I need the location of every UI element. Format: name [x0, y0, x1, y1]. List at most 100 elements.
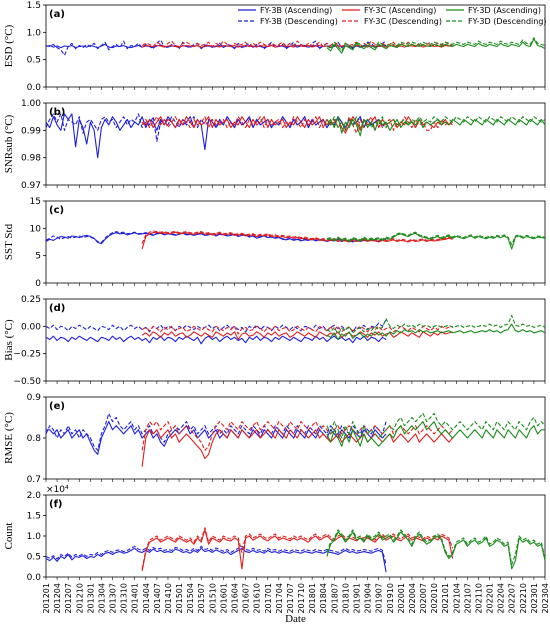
x-tick-label: 202004: [408, 583, 417, 614]
series-line: [45, 547, 387, 573]
y-axis-label: Bias (°C): [3, 319, 15, 361]
y-tick-label: 0.5: [27, 56, 41, 66]
x-tick-label: 202207: [508, 583, 517, 614]
x-tick-label: 202101: [441, 583, 450, 614]
x-tick-label: 201604: [231, 583, 240, 614]
y-tick-label: 15: [30, 197, 41, 207]
series-line: [141, 231, 453, 250]
x-tick-label: 202204: [497, 583, 506, 614]
plot-frame: [45, 494, 546, 578]
y-tick-label: 0.8: [27, 434, 42, 444]
y-multiplier: ×10⁴: [46, 485, 69, 495]
legend-label: FY-3D (Descending): [468, 17, 547, 26]
series-line: [326, 529, 546, 566]
legend-label: FY-3B (Ascending): [260, 6, 332, 15]
y-tick-label: 0.98: [21, 154, 41, 164]
panel-f: 0.0 0.5 1.0 1.5 2.0 (f) Count ×10⁴: [3, 485, 546, 583]
y-tick-label: 0.00: [21, 322, 41, 332]
panel-label: (a): [49, 9, 65, 20]
series-line: [326, 232, 546, 250]
series-line: [326, 231, 546, 246]
x-tick-label: 201904: [364, 583, 373, 614]
y-axis-label: SNRsub (°C): [3, 114, 15, 173]
x-axis-label: Date: [285, 613, 306, 625]
x-tick-label: 202104: [452, 583, 461, 614]
x-tick-label: 201304: [97, 583, 106, 614]
x-tick-label: 201510: [208, 583, 217, 614]
x-tick-label: 202201: [486, 583, 495, 614]
y-tick-label: 0.0: [27, 573, 42, 583]
panel-label: (e): [49, 401, 65, 412]
x-tick-label: 201610: [253, 583, 262, 614]
y-tick-label: 10: [30, 224, 42, 234]
panel-label: (c): [49, 205, 64, 216]
series-line: [141, 331, 453, 341]
panel-a: 0.0 0.5 1.0 1.5 (a) ESD (°C): [3, 1, 546, 93]
legend-label: FY-3C (Descending): [364, 17, 442, 26]
x-tick-label: 201907: [375, 583, 384, 614]
series-line: [141, 116, 453, 134]
plot-frame: [45, 298, 546, 382]
x-tick-label: 201707: [286, 583, 295, 614]
x-tick-label: 201407: [153, 583, 162, 614]
y-tick-label: 0.5: [27, 553, 41, 563]
y-tick-label: 0.99: [21, 126, 41, 136]
x-tick-label: 201404: [142, 583, 151, 614]
y-tick-label: −0.25: [13, 350, 41, 360]
x-tick-label: 201607: [242, 583, 251, 614]
panel-e: 0.7 0.8 0.9 (e) RMSE (°C): [3, 393, 546, 485]
x-tick-label: 201810: [341, 583, 350, 614]
y-tick-label: 0: [35, 279, 41, 289]
legend-label: FY-3D (Ascending): [468, 6, 541, 15]
x-tick-label: 201501: [175, 583, 184, 614]
x-tick-label: 202010: [430, 583, 439, 614]
y-tick-label: 2.0: [27, 491, 42, 501]
x-tick-label: 201201: [42, 583, 51, 614]
plot-frame: [45, 396, 546, 480]
series-line: [141, 116, 453, 134]
series-line: [45, 545, 387, 565]
y-tick-label: 5: [35, 252, 41, 262]
legend: FY-3B (Ascending) FY-3B (Descending) FY-3C…: [238, 6, 547, 26]
series-line: [326, 38, 546, 54]
x-tick-label: 202001: [397, 583, 406, 614]
x-tick-label: 201307: [109, 583, 118, 614]
x-tick-label: 201601: [219, 583, 228, 614]
y-tick-label: 0.0: [27, 83, 42, 93]
x-tick-label: 201401: [131, 583, 140, 614]
series-line: [45, 335, 387, 345]
x-axis: 201201 201204 201207 201210 201301 201304 2013…: [42, 583, 550, 625]
plot-frame: [45, 102, 546, 186]
y-axis-label: ESD (°C): [3, 24, 15, 67]
series-line: [326, 116, 546, 131]
x-tick-label: 201701: [264, 583, 273, 614]
x-tick-label: 201804: [319, 583, 328, 614]
x-tick-label: 201301: [86, 583, 95, 614]
panel-d: −0.50 −0.25 0.00 0.25 (d) Bias (°C): [3, 295, 546, 387]
x-tick-label: 202007: [419, 583, 428, 614]
x-tick-label: 201807: [330, 583, 339, 614]
x-tick-label: 201710: [297, 583, 306, 614]
y-tick-label: 0.9: [27, 393, 42, 403]
x-tick-label: 201210: [75, 583, 84, 614]
series-line: [326, 421, 545, 447]
x-tick-label: 201704: [275, 583, 284, 614]
series-line: [326, 37, 546, 52]
legend-label: FY-3C (Ascending): [364, 6, 436, 15]
panel-b: 0.97 0.98 0.99 1.00 (b) SNRsub (°C): [3, 99, 546, 191]
series-line: [45, 113, 387, 142]
x-tick-label: 201310: [120, 583, 129, 614]
y-tick-label: 0.25: [21, 295, 41, 305]
y-axis-label: Count: [3, 523, 15, 550]
x-tick-label: 201507: [197, 583, 206, 614]
x-tick-label: 201504: [186, 583, 195, 614]
x-tick-label: 201910: [386, 583, 395, 614]
panel-label: (d): [49, 303, 65, 314]
x-tick-label: 201207: [64, 583, 73, 614]
y-tick-label: 1.5: [27, 1, 41, 11]
y-axis-label: RMSE (°C): [3, 412, 15, 464]
series-line: [326, 412, 546, 439]
x-tick-label: 201204: [53, 583, 62, 614]
series-line: [141, 527, 454, 569]
